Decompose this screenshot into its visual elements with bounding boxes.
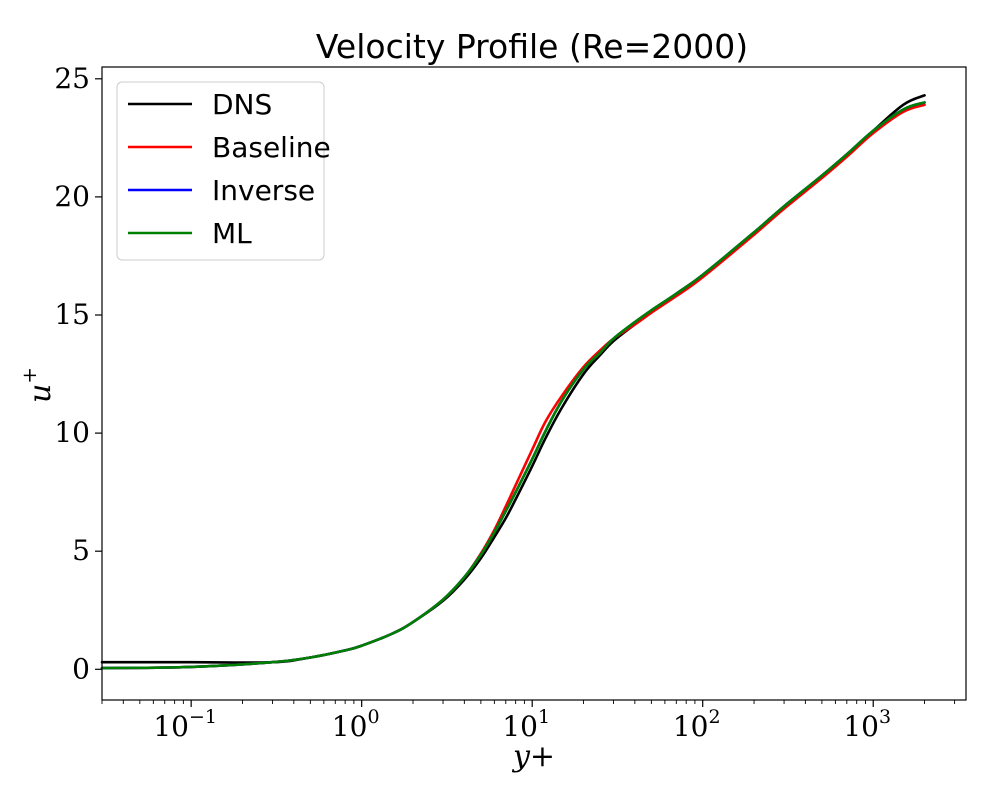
legend-label-baseline: Baseline <box>212 131 331 164</box>
y-axis-label-base: u <box>23 384 58 403</box>
y-axis-label: u+ <box>17 367 58 403</box>
x-tick-label: 102 <box>673 706 721 743</box>
legend-box <box>116 81 325 261</box>
y-tick-label: 20 <box>54 180 90 213</box>
legend-label-inverse: Inverse <box>212 174 315 207</box>
x-tick-label: 103 <box>843 706 891 743</box>
legend-label-ml: ML <box>212 217 252 250</box>
svg-text:u+: u+ <box>17 367 58 403</box>
x-axis: 10−1 100 101 102 103 <box>101 700 956 743</box>
y-tick-label: 0 <box>72 652 90 685</box>
plot-frame <box>101 66 967 701</box>
y-axis-label-superscript: + <box>17 367 41 384</box>
x-tick-label: 10−1 <box>153 706 217 743</box>
x-axis-label: y+ <box>511 739 555 774</box>
y-axis: 0 5 10 15 20 25 <box>54 62 102 685</box>
y-tick-label: 25 <box>54 62 90 95</box>
legend-label-dns: DNS <box>212 88 272 121</box>
x-tick-label: 101 <box>502 706 550 743</box>
y-tick-label: 15 <box>54 298 90 331</box>
x-tick-label: 100 <box>332 706 380 743</box>
plot-lines <box>100 94 926 670</box>
series-line-ml <box>100 101 926 670</box>
y-tick-label: 10 <box>54 416 90 449</box>
chart-title: Velocity Profile (Re=2000) <box>316 27 748 66</box>
y-tick-label: 5 <box>72 534 90 567</box>
legend: DNS Baseline Inverse ML <box>116 81 331 261</box>
